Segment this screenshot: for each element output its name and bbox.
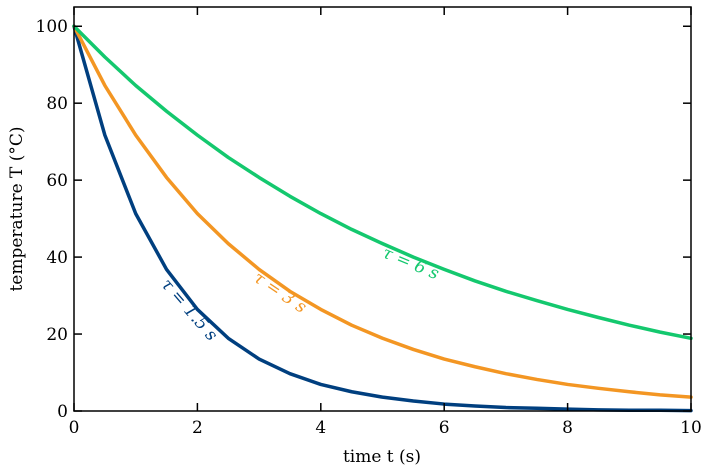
series-label-1: τ = 1.5 s bbox=[157, 275, 222, 345]
series-line-2 bbox=[72, 24, 693, 399]
y-tick-label: 40 bbox=[46, 248, 68, 268]
x-tick-label: 4 bbox=[315, 418, 326, 438]
x-tick-label: 8 bbox=[562, 418, 573, 438]
y-tick-label: 20 bbox=[46, 325, 68, 345]
x-tick-label: 6 bbox=[439, 418, 450, 438]
x-tick-label: 10 bbox=[680, 418, 702, 438]
y-axis-title: temperature T (°C) bbox=[7, 126, 27, 291]
y-tick-label: 100 bbox=[36, 17, 68, 37]
series-label-2: τ = 3 s bbox=[250, 268, 311, 318]
x-tick-label: 0 bbox=[69, 418, 80, 438]
x-axis-title: time t (s) bbox=[343, 447, 421, 467]
series-line-1 bbox=[72, 24, 693, 413]
series-label-3: τ = 6 s bbox=[379, 243, 442, 284]
plot-frame bbox=[73, 6, 692, 412]
y-tick-label: 0 bbox=[57, 402, 68, 422]
y-tick-label: 60 bbox=[46, 171, 68, 191]
x-tick-label: 2 bbox=[192, 418, 203, 438]
y-tick-label: 80 bbox=[46, 94, 68, 114]
series-line-3 bbox=[72, 24, 693, 341]
